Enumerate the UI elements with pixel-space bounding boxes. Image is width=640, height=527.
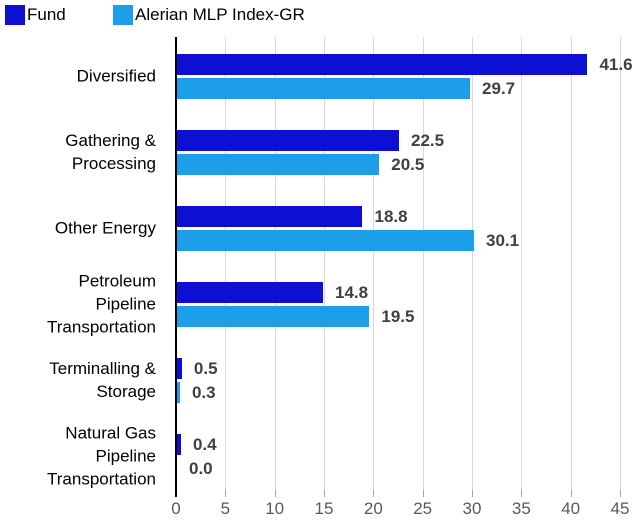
gridline bbox=[274, 37, 276, 490]
alerian-index-legend-label: Alerian MLP Index-GR bbox=[135, 5, 305, 24]
category-label: Petroleum Pipeline Transportation bbox=[47, 271, 156, 337]
y-axis-line bbox=[175, 37, 177, 497]
tick-mark bbox=[422, 490, 424, 497]
tick-mark bbox=[472, 490, 473, 497]
x-axis-tick-label: 30 bbox=[462, 499, 482, 518]
tick-mark bbox=[521, 490, 523, 497]
category-label: Diversified bbox=[76, 66, 156, 86]
index-value-label: 19.5 bbox=[381, 307, 415, 326]
index-value-label: 0.0 bbox=[189, 459, 213, 478]
x-axis-tick-label: 15 bbox=[314, 499, 334, 518]
x-axis-tick-label: 25 bbox=[413, 499, 433, 518]
fund-bar bbox=[177, 282, 324, 303]
index-bar bbox=[177, 306, 370, 327]
category-label: Gathering & Processing bbox=[65, 131, 156, 173]
fund-value-label: 22.5 bbox=[411, 131, 445, 150]
x-axis-tick-label: 35 bbox=[511, 499, 531, 518]
gridline bbox=[472, 37, 473, 490]
fund-value-label: 41.6 bbox=[599, 55, 633, 74]
gridline bbox=[225, 37, 227, 490]
gridline bbox=[373, 37, 375, 490]
x-axis-tick-label: 10 bbox=[265, 499, 285, 518]
x-axis-tick-label: 5 bbox=[220, 499, 231, 518]
index-bar bbox=[177, 154, 380, 175]
tick-mark bbox=[620, 490, 621, 497]
index-value-label: 29.7 bbox=[482, 79, 516, 98]
fund-value-label: 0.4 bbox=[192, 435, 217, 454]
index-value-label: 30.1 bbox=[485, 231, 520, 250]
tick-mark bbox=[225, 490, 227, 497]
fund-bar bbox=[177, 130, 399, 151]
category-label: Natural Gas Pipeline Transportation bbox=[47, 423, 156, 489]
fund-bar bbox=[177, 206, 363, 227]
fund-value-label: 0.5 bbox=[193, 359, 218, 378]
gridline bbox=[324, 37, 325, 490]
tick-mark bbox=[324, 490, 325, 497]
index-bar bbox=[177, 78, 471, 99]
legend-item-alerian-index: Alerian MLP Index-GR bbox=[113, 4, 305, 26]
alerian-index-legend-swatch bbox=[113, 5, 133, 25]
gridline bbox=[620, 37, 621, 490]
tick-mark bbox=[373, 490, 375, 497]
legend-item-fund: Fund bbox=[5, 4, 66, 26]
fund-legend-label: Fund bbox=[27, 5, 66, 24]
fund-bar bbox=[177, 434, 181, 455]
fund-value-label: 14.8 bbox=[335, 283, 369, 302]
x-axis-tick-label: 20 bbox=[363, 499, 383, 518]
tick-mark bbox=[570, 490, 572, 497]
fund-bar bbox=[177, 54, 588, 75]
fund-legend-swatch bbox=[5, 5, 25, 25]
category-label: Terminalling & Storage bbox=[49, 359, 156, 401]
index-bar bbox=[177, 230, 474, 251]
x-axis-tick-label: 40 bbox=[561, 499, 581, 518]
gridline bbox=[521, 37, 523, 490]
x-axis-tick-label: 0 bbox=[171, 499, 181, 518]
fund-bar bbox=[177, 358, 182, 379]
index-bar bbox=[177, 382, 180, 403]
gridline bbox=[422, 37, 424, 490]
gridline bbox=[570, 37, 572, 490]
category-label: Other Energy bbox=[54, 218, 156, 238]
index-value-label: 20.5 bbox=[391, 155, 425, 174]
x-axis-tick-label: 45 bbox=[610, 499, 630, 518]
index-value-label: 0.3 bbox=[191, 383, 216, 402]
tick-mark bbox=[274, 490, 276, 497]
fund-value-label: 18.8 bbox=[374, 207, 408, 226]
